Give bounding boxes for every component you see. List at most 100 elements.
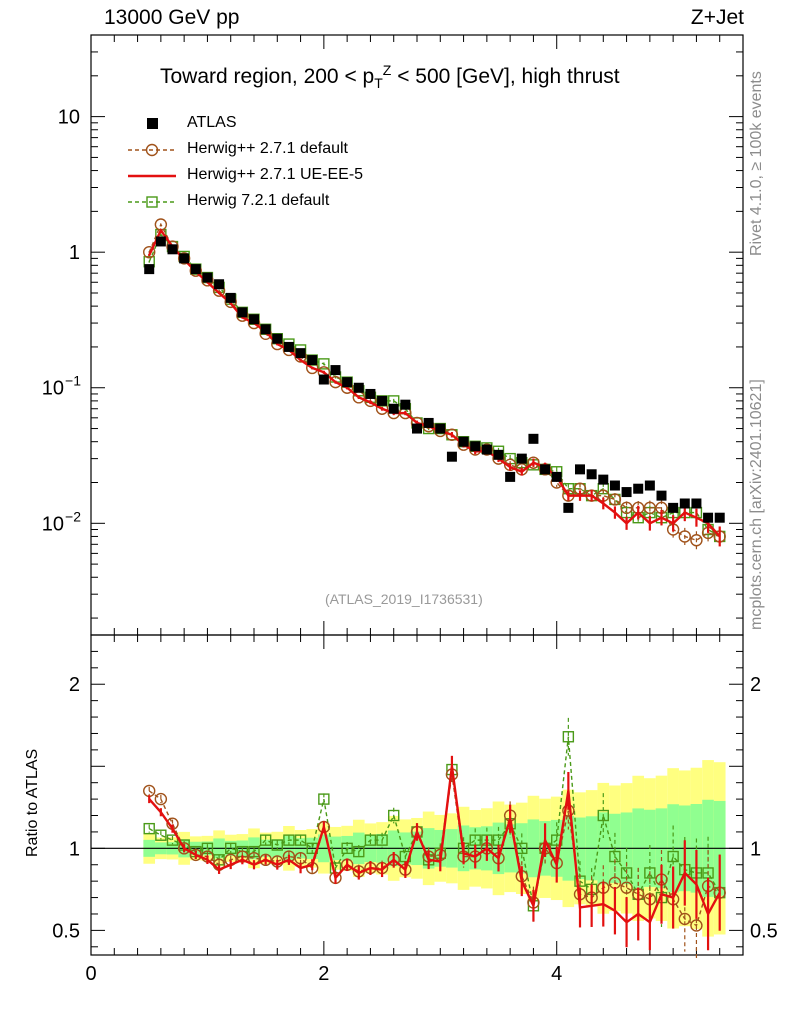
chart-title: Toward region, 200 < pTZ < 500 [GeV], hi… — [160, 62, 620, 91]
series-2-ratio-marker — [225, 842, 237, 855]
series-2-ratio-marker — [376, 834, 388, 846]
legend-label-herwig-ueee5: Herwig++ 2.7.1 UE-EE-5 — [187, 166, 364, 183]
series-2-ratio-marker — [271, 839, 283, 851]
atlas-data-point — [412, 423, 422, 434]
series-0-main-marker — [329, 375, 342, 389]
atlas-data-point — [307, 355, 318, 366]
series-0-ratio-marker — [143, 784, 156, 798]
series-0-main-marker — [643, 501, 657, 515]
series-0-main-marker — [678, 530, 691, 543]
series-0-ratio-marker — [154, 792, 168, 806]
atlas-data-point — [493, 449, 504, 460]
chart-title-pre: Toward region, 200 < p — [160, 65, 375, 88]
atlas-data-point — [609, 480, 620, 491]
atlas-data-point — [342, 377, 353, 388]
atlas-data-point — [202, 272, 213, 283]
ratio-y-tick-label-right: 2 — [750, 674, 761, 696]
series-2-ratio-marker — [667, 850, 679, 863]
ratio-y-tick-label: 2 — [69, 674, 80, 696]
y-tick-label: 10 — [58, 107, 80, 129]
atlas-data-point — [540, 464, 551, 475]
series-0-ratio-marker — [259, 853, 272, 867]
y-tick-label: 1 — [69, 242, 80, 264]
series-0-main-marker — [480, 443, 494, 456]
series-0-main-marker — [177, 252, 191, 265]
series-2-ratio-marker — [388, 809, 400, 822]
atlas-data-point — [621, 487, 632, 498]
atlas-data-point — [644, 480, 655, 491]
atlas-data-point — [714, 512, 725, 523]
series-0-ratio-marker — [608, 876, 622, 889]
x-tick-label: 4 — [551, 963, 562, 985]
atlas-data-point — [283, 341, 294, 352]
atlas-data-point — [470, 441, 481, 452]
atlas-data-point — [575, 464, 585, 475]
ratio-y-tick-label: 0.5 — [52, 920, 80, 942]
series-2-ratio-marker — [644, 867, 656, 879]
atlas-data-point — [679, 498, 690, 509]
ratio-y-tick-label: 1 — [69, 838, 80, 860]
atlas-data-point — [458, 436, 469, 447]
series-0-main-marker — [527, 456, 540, 469]
atlas-data-point — [190, 264, 201, 275]
analysis-id-watermark: (ATLAS_2019_I1736531) — [325, 591, 483, 607]
series-0-main-marker — [608, 493, 622, 506]
series-2-ratio-marker — [562, 731, 575, 743]
legend-item-herwig-default: Herwig++ 2.7.1 default — [122, 138, 422, 164]
series-2-ratio-marker — [353, 845, 365, 858]
atlas-data-point — [388, 403, 399, 414]
ratio-ylabel: Ratio to ATLAS — [24, 748, 41, 857]
series-0-ratio-marker — [189, 848, 202, 862]
series-2-ratio-marker — [294, 834, 307, 846]
atlas-data-point — [295, 348, 306, 359]
series-0-main-marker — [690, 534, 703, 547]
ratio-y-tick-label-right: 0.5 — [750, 920, 778, 942]
series-0-ratio-marker — [294, 851, 307, 865]
series-1-ratio — [148, 766, 721, 925]
atlas-data-point — [656, 490, 667, 501]
atlas-data-point — [155, 236, 166, 247]
series-0-ratio-marker — [678, 912, 691, 926]
mcplots-label: mcplots.cern.ch [arXiv:2401.10621] — [748, 379, 765, 630]
atlas-data-point — [703, 512, 714, 523]
y-tick-label: 10 — [42, 513, 64, 535]
atlas-data-point — [668, 502, 679, 513]
atlas-data-point — [598, 474, 609, 485]
series-2-ratio-marker — [166, 834, 179, 846]
legend-item-herwig-ueee5: Herwig++ 2.7.1 UE-EE-5 — [122, 164, 422, 190]
x-tick-label: 2 — [318, 963, 329, 985]
rivet-version-label: Rivet 4.1.0, ≥ 100k events — [748, 71, 765, 256]
legend-item-atlas: ATLAS — [122, 112, 422, 138]
chart-title-sub: T — [374, 75, 383, 92]
series-0-ratio-marker — [690, 919, 703, 932]
atlas-data-point — [214, 279, 225, 290]
atlas-data-point — [377, 395, 388, 406]
process-label: Z+Jet — [690, 6, 744, 29]
atlas-data-point — [237, 307, 248, 318]
atlas-data-point — [481, 444, 492, 455]
legend-item-herwig7: Herwig 7.2.1 default — [122, 190, 422, 216]
atlas-data-point — [179, 253, 190, 264]
series-1-main — [148, 227, 721, 538]
series-0-main-marker — [143, 245, 156, 259]
atlas-data-point — [528, 433, 539, 444]
y-tick-exponent: −2 — [65, 508, 81, 524]
series-0-main-marker — [445, 428, 459, 441]
y-tick-label: 10 — [42, 378, 64, 400]
series-0-ratio — [148, 774, 721, 927]
atlas-data-point — [365, 388, 376, 399]
atlas-data-point — [516, 453, 527, 464]
chart-title-sup: Z — [382, 62, 392, 78]
ratio-y-tick-label-right: 1 — [750, 838, 761, 860]
y-tick-exponent: −1 — [65, 373, 81, 389]
series-2-main-marker — [318, 358, 330, 370]
atlas-data-point — [167, 244, 178, 255]
series-2-ratio-marker — [259, 834, 272, 846]
atlas-data-point — [260, 324, 271, 335]
atlas-data-point — [691, 498, 702, 509]
atlas-data-point — [563, 502, 574, 513]
atlas-data-point — [318, 374, 329, 385]
atlas-data-point — [400, 399, 411, 410]
atlas-data-point — [551, 471, 562, 482]
